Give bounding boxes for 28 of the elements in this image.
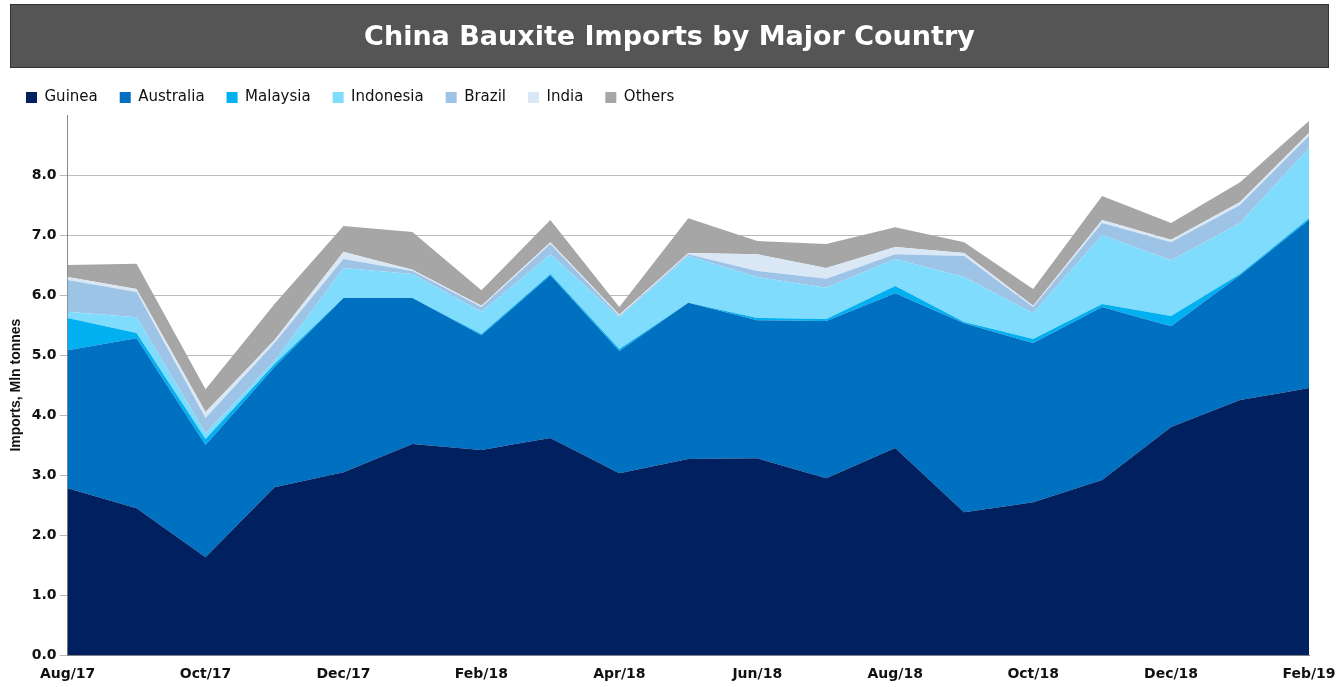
y-tick-label: 5.0 xyxy=(31,345,57,362)
y-tick-label: 1.0 xyxy=(31,585,57,602)
x-tick-label: Aug/17 xyxy=(39,665,96,682)
y-tick-label: 4.0 xyxy=(31,405,57,422)
legend-label: India xyxy=(546,87,584,106)
x-tick-label: Jun/18 xyxy=(731,665,783,682)
y-axis-title: Imports, Mln tonnes xyxy=(7,318,24,452)
y-tick-label: 2.0 xyxy=(31,525,57,542)
legend-label: Indonesia xyxy=(351,87,424,106)
x-tick-label: Apr/18 xyxy=(593,665,646,682)
x-tick-label: Dec/17 xyxy=(316,665,371,682)
y-tick-label: 8.0 xyxy=(31,165,57,182)
x-tick-label: Oct/17 xyxy=(179,665,232,682)
legend-label: Brazil xyxy=(464,87,507,106)
y-tick-label: 3.0 xyxy=(31,465,57,482)
y-tick-label: 6.0 xyxy=(31,285,57,302)
y-tick-label: 0.0 xyxy=(31,645,57,662)
x-tick-label: Oct/18 xyxy=(1007,665,1059,682)
legend-label: Malaysia xyxy=(245,87,311,106)
x-tick-label: Feb/19 xyxy=(1282,665,1336,682)
legend-label: Guinea xyxy=(44,87,98,106)
y-tick-label: 7.0 xyxy=(31,225,57,242)
x-tick-label: Aug/18 xyxy=(867,665,923,682)
legend-label: Others xyxy=(623,87,675,106)
x-tick-label: Dec/18 xyxy=(1144,665,1199,682)
x-tick-label: Feb/18 xyxy=(454,665,508,682)
legend-label: Australia xyxy=(138,87,205,106)
chart-title: China Bauxite Imports by Major Country xyxy=(10,4,1329,68)
